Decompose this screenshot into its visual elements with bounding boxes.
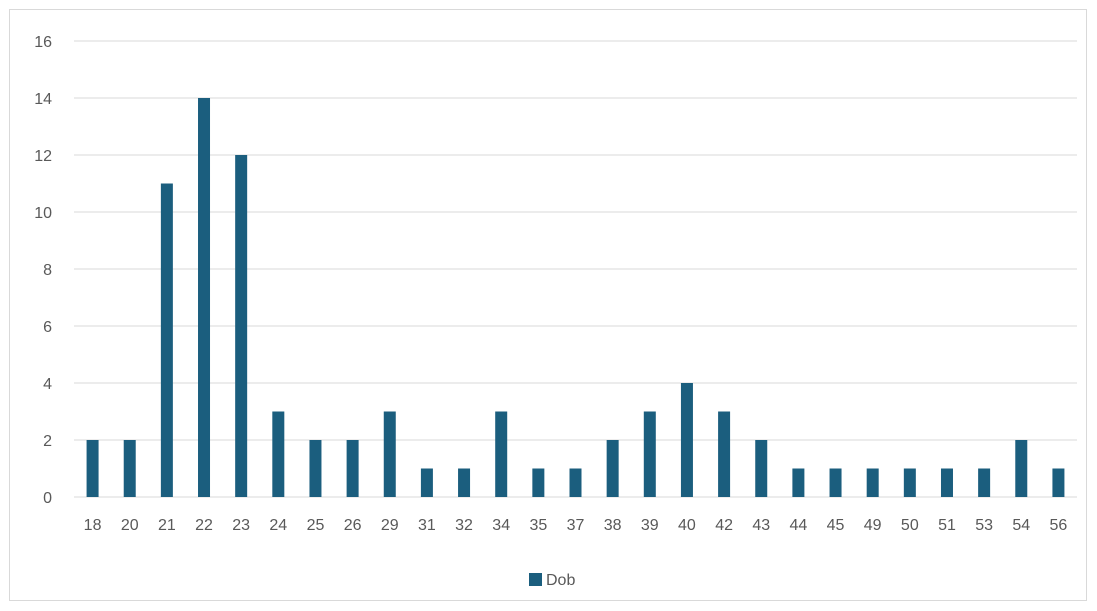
- x-tick-label: 32: [455, 517, 473, 534]
- bar-51: [940, 468, 953, 497]
- x-tick-label: 18: [84, 517, 102, 534]
- bar-42: [718, 411, 731, 497]
- x-tick-label: 26: [344, 517, 362, 534]
- legend: Dob: [529, 572, 575, 589]
- bar-38: [606, 440, 619, 497]
- bar-56: [1052, 468, 1065, 497]
- x-tick-label: 56: [1050, 517, 1068, 534]
- y-tick-label: 16: [34, 34, 52, 51]
- bar-31: [420, 468, 433, 497]
- bars: [86, 98, 1065, 497]
- bar-24: [272, 411, 285, 497]
- y-tick-label: 6: [43, 319, 52, 336]
- bar-49: [866, 468, 879, 497]
- x-tick-label: 24: [269, 517, 287, 534]
- x-tick-label: 42: [715, 517, 733, 534]
- bar-21: [160, 183, 173, 497]
- x-tick-label: 35: [529, 517, 547, 534]
- bar-54: [1015, 440, 1028, 497]
- y-tick-label: 14: [34, 91, 52, 108]
- bar-26: [346, 440, 359, 497]
- x-tick-label: 45: [827, 517, 845, 534]
- bar-34: [495, 411, 508, 497]
- y-axis-tick-labels: 0 2 4 6 8 10 12 14 16: [34, 34, 52, 507]
- x-tick-label: 49: [864, 517, 882, 534]
- bar-44: [792, 468, 805, 497]
- bar-18: [86, 440, 99, 497]
- x-tick-label: 44: [789, 517, 807, 534]
- bar-32: [458, 468, 471, 497]
- y-tick-label: 10: [34, 205, 52, 222]
- bar-39: [643, 411, 656, 497]
- x-tick-label: 38: [604, 517, 622, 534]
- x-tick-label: 54: [1012, 517, 1030, 534]
- chart-frame: [9, 9, 1087, 601]
- x-tick-label: 21: [158, 517, 176, 534]
- bar-22: [198, 98, 211, 497]
- bar-50: [903, 468, 916, 497]
- y-tick-label: 4: [43, 376, 52, 393]
- x-tick-label: 23: [232, 517, 250, 534]
- x-axis-tick-labels: 18 20 21 22 23 24 25 26 29 31 32 34 35 37 38 39 40 42 43 44…: [84, 517, 1068, 534]
- bar-37: [569, 468, 582, 497]
- y-tick-label: 2: [43, 433, 52, 450]
- bar-45: [829, 468, 842, 497]
- x-tick-label: 22: [195, 517, 213, 534]
- x-tick-label: 29: [381, 517, 399, 534]
- x-tick-label: 31: [418, 517, 436, 534]
- x-tick-label: 20: [121, 517, 139, 534]
- x-tick-label: 40: [678, 517, 696, 534]
- x-tick-label: 43: [752, 517, 770, 534]
- x-tick-label: 51: [938, 517, 956, 534]
- bar-40: [680, 383, 693, 497]
- bar-20: [123, 440, 136, 497]
- x-tick-label: 39: [641, 517, 659, 534]
- bar-25: [309, 440, 322, 497]
- y-tick-label: 8: [43, 262, 52, 279]
- x-tick-label: 53: [975, 517, 993, 534]
- x-tick-label: 25: [307, 517, 325, 534]
- gridlines: [74, 40, 1077, 498]
- bar-53: [978, 468, 991, 497]
- x-tick-label: 37: [567, 517, 585, 534]
- legend-swatch-dob: [529, 573, 542, 586]
- bar-23: [235, 155, 248, 497]
- y-tick-label: 0: [43, 490, 52, 507]
- y-tick-label: 12: [34, 148, 52, 165]
- x-tick-label: 34: [492, 517, 510, 534]
- x-tick-label: 50: [901, 517, 919, 534]
- legend-label-dob: Dob: [546, 572, 575, 589]
- bar-29: [383, 411, 396, 497]
- bar-35: [532, 468, 545, 497]
- bar-43: [755, 440, 768, 497]
